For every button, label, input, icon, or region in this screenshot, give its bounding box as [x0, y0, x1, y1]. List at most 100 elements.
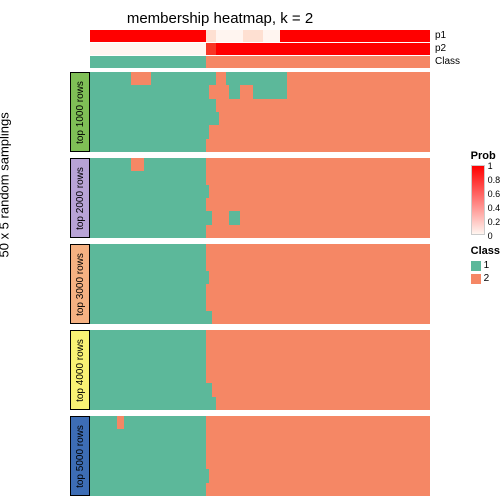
annotation-cell [263, 30, 280, 42]
heat-segment [209, 469, 430, 482]
annotation-row [90, 56, 430, 68]
annotation-cell [243, 30, 263, 42]
class-legend-title: Class [471, 245, 500, 257]
row-label: top 5000 rows [75, 425, 86, 488]
heat-segment [124, 416, 206, 429]
heat-segment [206, 171, 430, 184]
heatmap-row-group: top 5000 rows [70, 416, 430, 496]
heat-segment [90, 185, 209, 198]
heat-segment [90, 397, 216, 410]
annotation-row [90, 30, 430, 42]
heat-segment [206, 416, 430, 429]
legend: Prob 10.80.60.40.20 Class 12 [471, 150, 500, 286]
heatmap-cells [90, 72, 430, 152]
heatmap-body: top 1000 rows top 2000 rows top 3000 rows t… [70, 72, 430, 496]
heat-segment [240, 211, 430, 224]
prob-tick: 0.6 [488, 189, 501, 199]
heat-segment [206, 297, 430, 310]
annotation-label: p1 [435, 30, 446, 41]
heat-segment [90, 343, 206, 356]
heat-segment [90, 469, 209, 482]
heat-segment [206, 443, 430, 456]
annotation-cell [216, 30, 243, 42]
row-label: top 3000 rows [75, 253, 86, 316]
class-legend-item: 2 [471, 273, 500, 284]
heatmap-cells [90, 416, 430, 496]
heat-segment [90, 211, 212, 224]
prob-tick: 1 [488, 161, 493, 171]
heat-segment [90, 244, 206, 257]
annotation-cell [90, 56, 206, 68]
annotation-cell [216, 43, 430, 55]
row-label: top 4000 rows [75, 339, 86, 402]
annotation-cell [280, 30, 430, 42]
row-label-box: top 5000 rows [70, 416, 90, 496]
heat-segment [253, 85, 287, 98]
heat-segment [212, 383, 430, 396]
heat-segment [216, 72, 226, 85]
row-label-box: top 2000 rows [70, 158, 90, 238]
heat-segment [90, 284, 206, 297]
heat-segment [229, 211, 239, 224]
heat-segment [90, 158, 131, 171]
row-label: top 2000 rows [75, 167, 86, 230]
heat-segment [206, 429, 430, 442]
heat-segment [90, 370, 206, 383]
heat-segment [219, 112, 430, 125]
heat-segment [90, 330, 206, 343]
annotation-cell [90, 30, 206, 42]
top-annotation-bar: p1p2Class [90, 30, 430, 69]
annotation-cell [206, 56, 430, 68]
heat-segment [90, 483, 206, 496]
heat-segment [90, 171, 206, 184]
heat-segment [206, 343, 430, 356]
heat-segment [90, 456, 206, 469]
heat-segment [90, 429, 206, 442]
heat-segment [206, 257, 430, 270]
heat-segment [209, 271, 430, 284]
heat-segment [240, 85, 254, 98]
heat-segment [90, 85, 209, 98]
heat-segment [206, 357, 430, 370]
heatmap-row-group: top 4000 rows [70, 330, 430, 410]
heat-segment [229, 85, 239, 98]
heat-segment [90, 271, 209, 284]
class-swatch [471, 274, 481, 284]
heat-segment [212, 211, 229, 224]
heatmap-cells [90, 244, 430, 324]
heatmap-row-group: top 3000 rows [70, 244, 430, 324]
heat-segment [206, 456, 430, 469]
heat-segment [90, 357, 206, 370]
heatmap-row-group: top 1000 rows [70, 72, 430, 152]
class-label: 2 [484, 273, 490, 284]
heat-segment [90, 139, 206, 152]
heat-segment [206, 198, 430, 211]
heat-segment [206, 158, 430, 171]
row-label-box: top 3000 rows [70, 244, 90, 324]
row-label: top 1000 rows [75, 81, 86, 144]
heatmap-row-group: top 2000 rows [70, 158, 430, 238]
heat-segment [90, 416, 117, 429]
heat-segment [90, 257, 206, 270]
row-label-box: top 4000 rows [70, 330, 90, 410]
prob-tick: 0 [488, 231, 493, 241]
heat-segment [287, 85, 430, 98]
heat-segment [90, 99, 216, 112]
prob-legend-title: Prob [471, 150, 500, 162]
heat-segment [206, 483, 430, 496]
heat-segment [90, 225, 206, 238]
heatmap-cells [90, 330, 430, 410]
heat-segment [90, 383, 212, 396]
y-axis-label: 50 x 5 random samplings [0, 112, 12, 257]
heat-segment [209, 125, 430, 138]
heat-segment [90, 297, 206, 310]
heat-segment [131, 72, 151, 85]
heatmap-cells [90, 158, 430, 238]
heat-segment [144, 158, 205, 171]
heat-segment [206, 225, 430, 238]
heat-segment [90, 125, 209, 138]
heat-segment [90, 443, 206, 456]
prob-tick: 0.8 [488, 175, 501, 185]
heat-segment [206, 244, 430, 257]
annotation-cell [206, 43, 216, 55]
